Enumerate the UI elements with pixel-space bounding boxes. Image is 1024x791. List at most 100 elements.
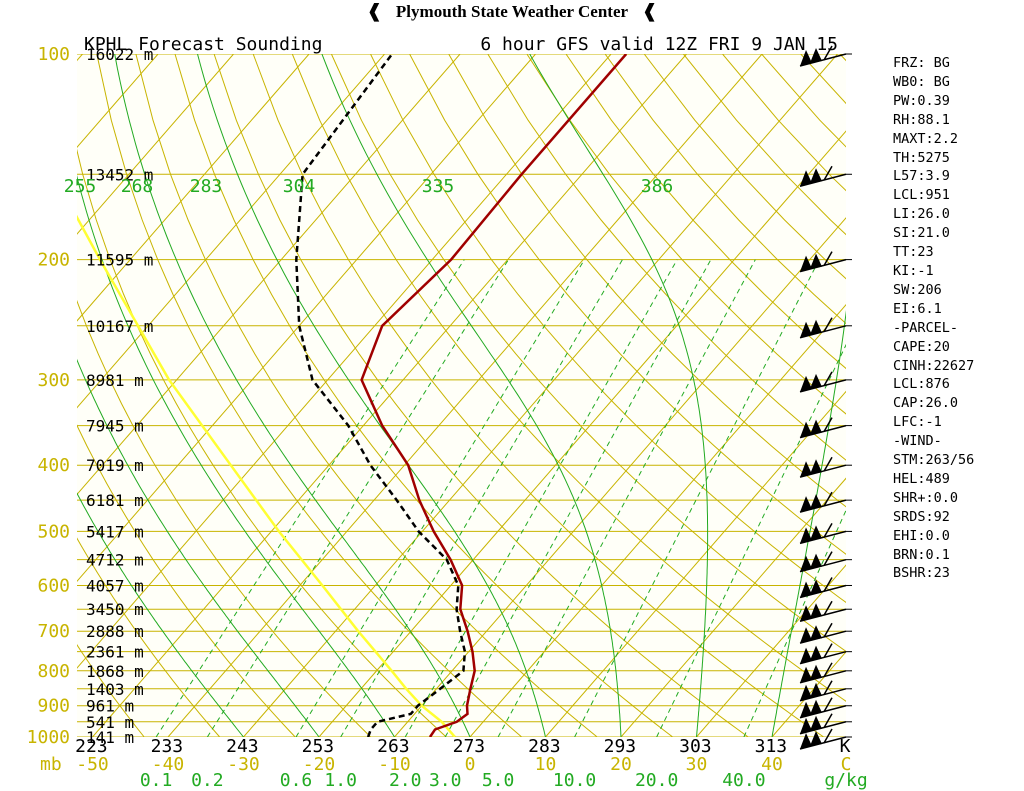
- moist-adiabat-line: [529, 54, 709, 737]
- wind-barb: [799, 643, 852, 665]
- index-line: -WIND-: [893, 433, 942, 450]
- wind-barb-pennant: [800, 684, 812, 701]
- wind-barb-feather: [823, 317, 833, 333]
- mixing-ratio-line: [497, 259, 756, 737]
- dry-adiabat-line: [77, 424, 296, 737]
- height-label: 4057 m: [86, 576, 144, 595]
- height-label: 541 m: [86, 713, 134, 732]
- moist-adiabat-line: [114, 54, 471, 737]
- wind-barb-pennant: [810, 168, 822, 184]
- kelvin-tick-label: 313: [755, 736, 788, 757]
- celsius-tick-label: -50: [76, 754, 109, 775]
- dry-adiabat-line: [330, 54, 846, 653]
- wind-barb: [799, 456, 852, 478]
- wind-barb-pennant: [800, 255, 812, 272]
- height-label: 2361 m: [86, 643, 144, 662]
- station-title: KPHL Forecast Sounding: [84, 34, 322, 55]
- mixing-ratio-line: [206, 259, 509, 737]
- index-line: LCL:951: [893, 187, 950, 204]
- wind-barb-pennant: [800, 461, 812, 478]
- wind-barb-feather: [823, 165, 833, 181]
- wind-barb-feather: [823, 456, 833, 472]
- wind-barb-feather: [823, 697, 833, 713]
- dry-adiabat-line: [448, 54, 846, 508]
- wind-barb-pennant: [800, 170, 812, 187]
- isotherm-line: [77, 54, 385, 409]
- pressure-tick-label: 300: [37, 370, 70, 391]
- index-line: LCL:876: [893, 376, 950, 393]
- height-label: 11595 m: [86, 251, 153, 270]
- pressure-tick-label: 200: [37, 250, 70, 271]
- wind-barb-pennant: [810, 731, 822, 746]
- site-title: Plymouth State Weather Center: [395, 2, 629, 21]
- wind-barb-pennant: [800, 527, 812, 544]
- index-line: LI:26.0: [893, 206, 950, 223]
- celsius-tick-label: -10: [378, 754, 411, 775]
- height-label: 6181 m: [86, 491, 144, 510]
- index-line: CAP:26.0: [893, 395, 959, 412]
- wind-barb-feather: [823, 523, 833, 538]
- dry-adiabat-line: [77, 299, 372, 737]
- isotherm-line: [696, 564, 846, 737]
- pressure-tick-label: 100: [37, 44, 70, 65]
- height-label: 961 m: [86, 697, 134, 716]
- mixing-ratio-tick-label: 20.0: [635, 770, 678, 791]
- index-line: RH:88.1: [893, 111, 950, 128]
- celsius-tick-label: 0: [465, 754, 476, 775]
- wind-barb-pennant: [810, 419, 822, 435]
- index-line: LFC:-1: [893, 414, 942, 431]
- mixing-ratio-unit-label: g/kg: [824, 770, 867, 791]
- wind-barb-pennant: [810, 253, 822, 269]
- pressure-tick-label: 800: [37, 661, 70, 682]
- dry-adiabat-line: [565, 54, 846, 370]
- mixing-ratio-tick-label: 0.6: [280, 770, 313, 791]
- index-line: CAPE:20: [893, 338, 950, 355]
- wind-barb-pennant: [800, 647, 812, 664]
- celsius-tick-label: 30: [686, 754, 708, 775]
- wind-barb-pennant: [800, 496, 812, 513]
- theta-e-label: 255: [64, 176, 97, 197]
- mixing-ratio-tick-label: 3.0: [429, 770, 462, 791]
- wind-barb-pennant: [810, 525, 822, 541]
- theta-e-label: 304: [283, 176, 316, 197]
- dry-adiabat-line: [77, 537, 221, 737]
- index-line: MAXT:2.2: [893, 130, 959, 147]
- index-line: CINH:22627: [893, 357, 975, 374]
- pressure-tick-label: 500: [37, 521, 70, 542]
- wind-barb: [799, 417, 852, 439]
- dry-adiabat-line: [174, 54, 674, 737]
- celsius-tick-label: 40: [761, 754, 783, 775]
- dry-adiabat-line: [252, 54, 824, 737]
- index-line: HEL:489: [893, 470, 950, 487]
- height-label: 141 m: [86, 728, 134, 747]
- index-line: EHI:0.0: [893, 527, 950, 544]
- height-label: 4712 m: [86, 551, 144, 570]
- index-line: KI:-1: [893, 262, 934, 279]
- dry-adiabat-line: [77, 644, 145, 737]
- mixing-ratio-line: [444, 259, 712, 737]
- kelvin-tick-label: 293: [604, 736, 637, 757]
- mixing-ratio-line: [155, 259, 465, 737]
- moist-adiabat-line: [77, 492, 244, 737]
- temperature-line: [360, 54, 628, 737]
- moist-adiabat-line: [197, 54, 546, 737]
- index-line: -PARCEL-: [893, 319, 959, 336]
- wind-barb-pennant: [800, 421, 812, 438]
- theta-e-label: 283: [190, 176, 223, 197]
- mixing-ratio-tick-label: 2.0: [389, 770, 422, 791]
- height-label: 13452 m: [86, 165, 153, 184]
- mixing-ratio-tick-label: 10.0: [553, 770, 596, 791]
- mixing-ratio-tick-label: 1.0: [324, 770, 357, 791]
- wind-barb-pennant: [810, 625, 822, 641]
- pressure-tick-label: 700: [37, 621, 70, 642]
- wind-barb-pennant: [800, 605, 812, 622]
- kelvin-tick-label: 223: [75, 736, 108, 757]
- wind-barb: [799, 251, 852, 273]
- stability-indices-panel: FRZ: BG WB0: BG PW:0.39 RH:88.1 MAXT:2.2 TH:5…: [893, 54, 974, 583]
- wind-barb-pennant: [810, 664, 822, 680]
- wind-barb: [799, 728, 852, 750]
- index-line: TH:5275: [893, 149, 950, 166]
- wind-barb-feather: [823, 643, 833, 659]
- wind-barb-feather: [823, 371, 833, 387]
